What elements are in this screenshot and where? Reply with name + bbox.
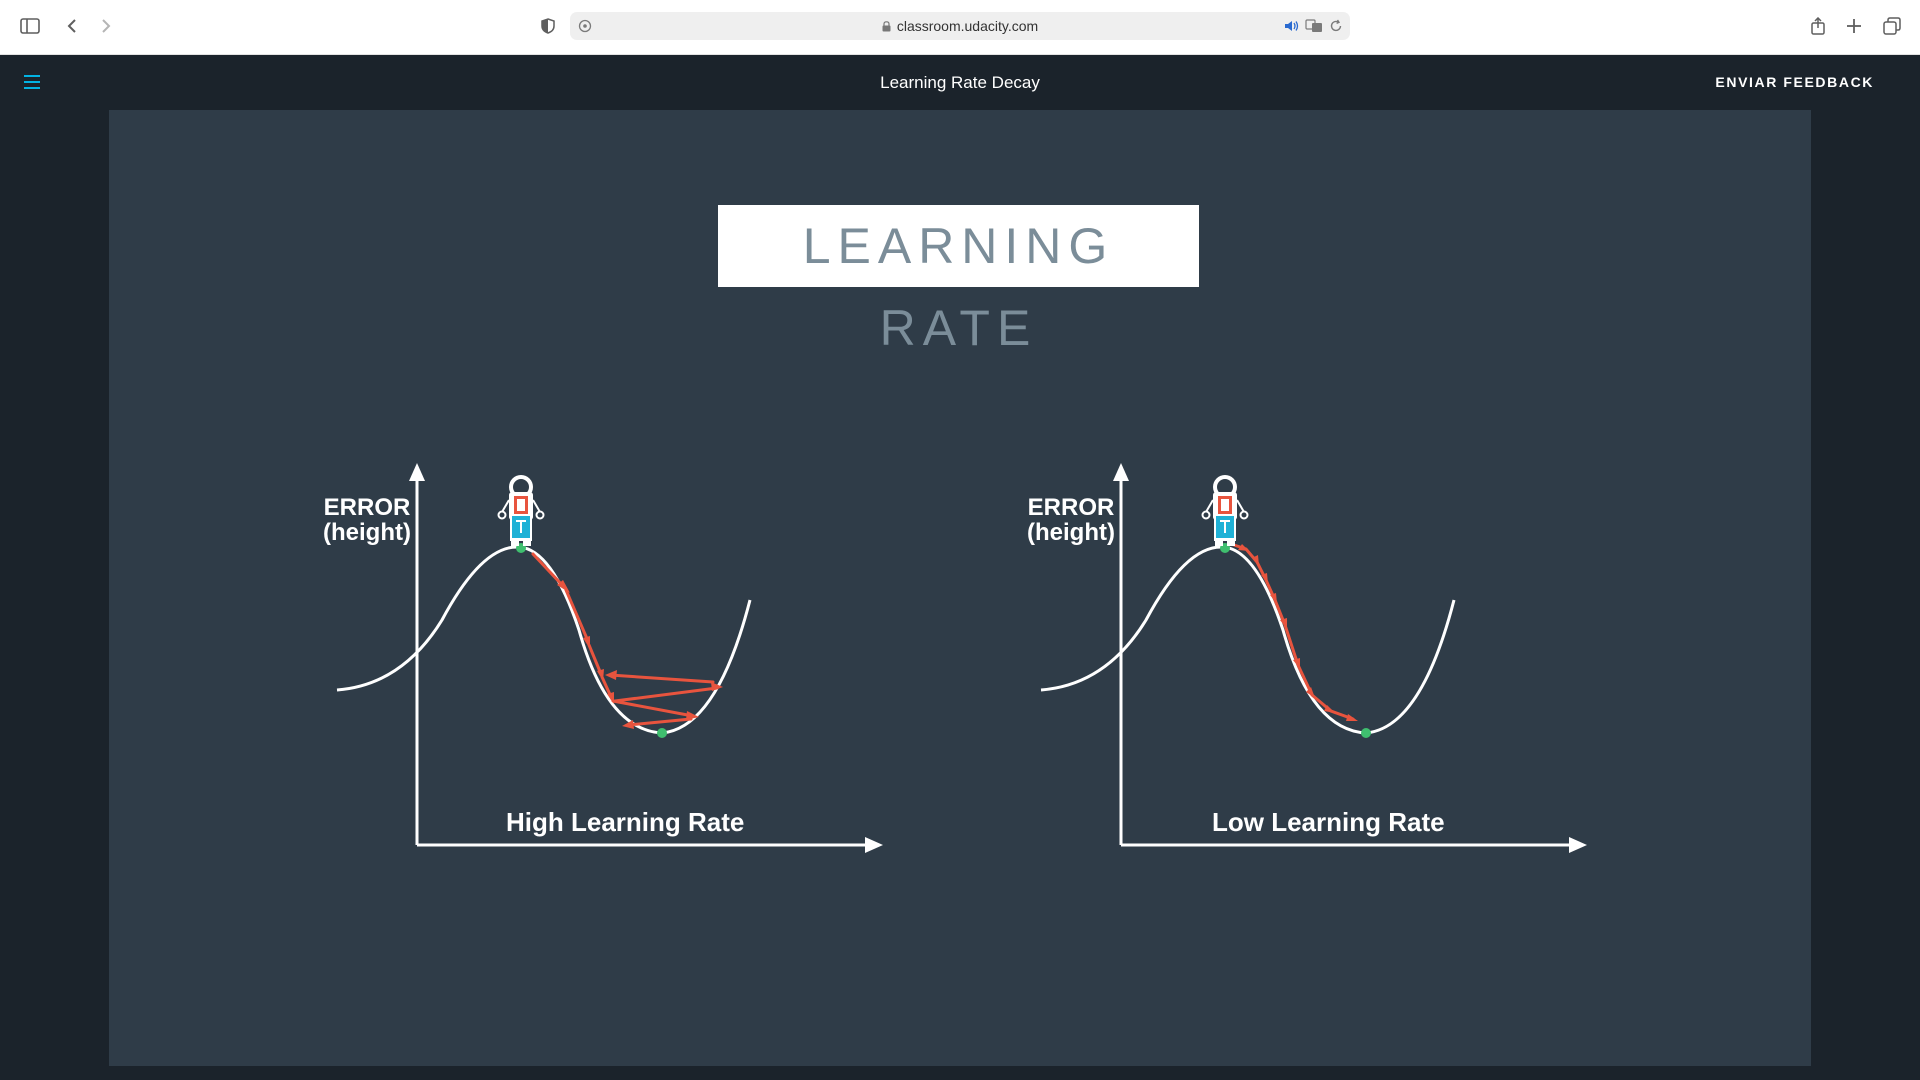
y-axis-label-line1: ERROR bbox=[323, 494, 411, 521]
send-feedback-button[interactable]: ENVIAR FEEDBACK bbox=[1715, 74, 1874, 90]
y-axis-label-line2: (height) bbox=[323, 519, 411, 546]
y-axis-label: ERROR (height) bbox=[1021, 495, 1121, 545]
privacy-shield-icon[interactable] bbox=[534, 12, 562, 40]
back-icon[interactable] bbox=[58, 12, 86, 40]
address-bar[interactable]: classroom.udacity.com bbox=[570, 12, 1350, 40]
slide-title-box: LEARNING RATE bbox=[718, 205, 1199, 356]
share-icon[interactable] bbox=[1804, 12, 1832, 40]
high-learning-rate-caption: High Learning Rate bbox=[506, 807, 745, 837]
sidebar-icon[interactable] bbox=[16, 12, 44, 40]
forward-icon[interactable] bbox=[92, 12, 120, 40]
y-axis-label-line1: ERROR bbox=[1027, 494, 1115, 521]
video-player[interactable]: LEARNING RATE bbox=[109, 110, 1811, 1066]
translate-icon[interactable] bbox=[1305, 17, 1323, 35]
low-learning-rate-graph bbox=[1040, 463, 1587, 853]
high-learning-rate-graph bbox=[336, 463, 883, 853]
page-title: Learning Rate Decay bbox=[880, 73, 1040, 92]
site-settings-icon[interactable] bbox=[576, 17, 594, 35]
slide-title: LEARNING RATE bbox=[802, 218, 1115, 356]
y-axis-label-line2: (height) bbox=[1027, 519, 1115, 546]
hamburger-menu-icon[interactable] bbox=[18, 68, 46, 96]
y-axis-label: ERROR (height) bbox=[317, 495, 417, 545]
reload-icon[interactable] bbox=[1327, 17, 1345, 35]
low-learning-rate-caption: Low Learning Rate bbox=[1212, 807, 1445, 837]
high-learning-rate-diagram: ERROR (height) High Learning Rate bbox=[289, 455, 889, 915]
url-text: classroom.udacity.com bbox=[896, 18, 1039, 34]
robot-icon bbox=[497, 475, 545, 546]
new-tab-icon[interactable] bbox=[1840, 12, 1868, 40]
robot-icon bbox=[1201, 475, 1249, 546]
url-display: classroom.udacity.com bbox=[570, 12, 1350, 41]
browser-toolbar: classroom.udacity.com bbox=[0, 0, 1920, 55]
tab-overview-icon[interactable] bbox=[1878, 12, 1906, 40]
audio-icon[interactable] bbox=[1283, 17, 1301, 35]
classroom-header: Learning Rate Decay ENVIAR FEEDBACK bbox=[0, 55, 1920, 110]
lock-icon bbox=[882, 13, 891, 41]
low-learning-rate-diagram: ERROR (height) Low Learning Rate bbox=[993, 455, 1593, 915]
